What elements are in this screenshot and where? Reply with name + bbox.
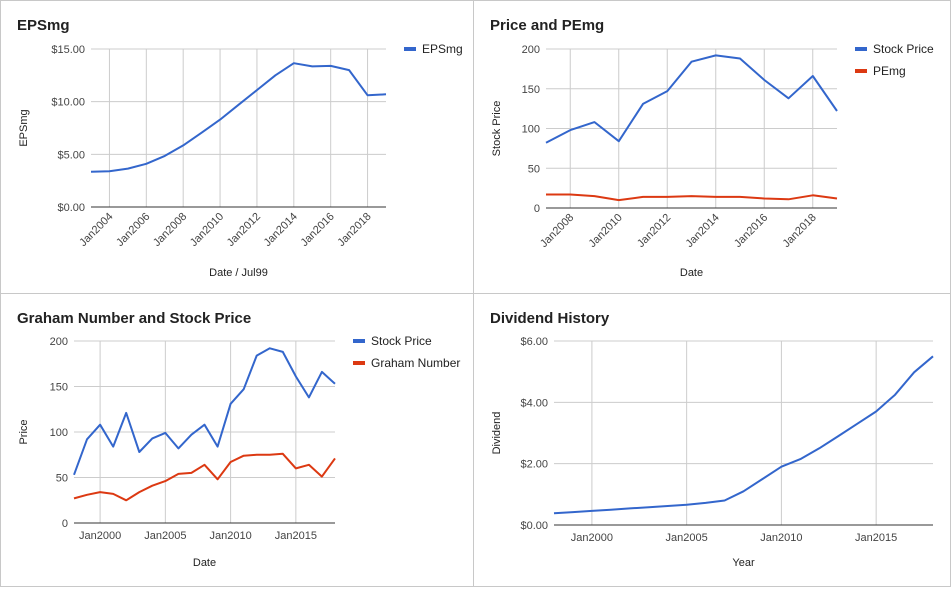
chart-panel-price-pemg: Price and PEmg 0 50 100 150 200 Jan2008 Jan2010… bbox=[473, 0, 951, 294]
chart-2-y-tick-label: 150 bbox=[50, 382, 68, 394]
chart-2-legend-swatch bbox=[353, 361, 365, 365]
chart-2-y-axis-title: Price bbox=[18, 419, 30, 444]
chart-panel-graham-number: Graham Number and Stock Price 0 50 100 150 20… bbox=[0, 293, 474, 587]
chart-3-y-tick-label: $6.00 bbox=[520, 336, 548, 348]
chart-0-series-line-0 bbox=[90, 62, 387, 173]
chart-1-y-tick-label: 0 bbox=[534, 203, 540, 215]
chart-3-y-tick-label: $4.00 bbox=[520, 397, 548, 409]
chart-1-series-line-0 bbox=[545, 54, 838, 144]
chart-3-title: Dividend History bbox=[490, 310, 610, 327]
chart-1-y-tick-label: 50 bbox=[528, 163, 540, 175]
chart-1-x-tick-label: Jan2008 bbox=[538, 212, 576, 250]
chart-2-y-tick-label: 100 bbox=[50, 427, 68, 439]
chart-1-y-axis-title: Stock Price bbox=[491, 101, 503, 157]
chart-3-x-tick-label: Jan2010 bbox=[760, 532, 802, 544]
chart-1-legend-swatch bbox=[855, 69, 867, 73]
chart-2-y-tick-label: 200 bbox=[50, 336, 68, 348]
chart-2-x-tick-label: Jan2010 bbox=[209, 530, 251, 542]
chart-2-y-tick-label: 50 bbox=[56, 473, 68, 485]
chart-0-title: EPSmg bbox=[17, 17, 70, 34]
chart-0-legend-swatch bbox=[404, 47, 416, 51]
chart-3-y-tick-label: $2.00 bbox=[520, 459, 548, 471]
chart-0-y-tick-label: $0.00 bbox=[57, 202, 85, 214]
chart-0-x-axis-title: Date / Jul99 bbox=[209, 267, 268, 279]
chart-0-x-tick-label: Jan2006 bbox=[114, 211, 152, 249]
chart-2-y-tick-label: 0 bbox=[62, 518, 68, 530]
chart-0-y-tick-label: $10.00 bbox=[51, 97, 85, 109]
chart-1-legend-label: PEmg bbox=[873, 64, 906, 78]
chart-1-y-tick-label: 100 bbox=[522, 124, 540, 136]
chart-2-title: Graham Number and Stock Price bbox=[17, 310, 251, 327]
chart-1-x-tick-label: Jan2012 bbox=[635, 212, 673, 250]
chart-0-x-tick-label: Jan2016 bbox=[298, 211, 336, 249]
chart-0-x-tick-label: Jan2008 bbox=[151, 211, 189, 249]
chart-2-x-axis-title: Date bbox=[193, 557, 216, 569]
chart-3-x-axis-title: Year bbox=[732, 557, 755, 569]
chart-1-y-tick-label: 150 bbox=[522, 84, 540, 96]
chart-panel-epsmg: EPSmg $0.00 $5.00 $10.00 $15.00 Jan2004 Jan200… bbox=[0, 0, 474, 294]
chart-1-legend-swatch bbox=[855, 47, 867, 51]
chart-2-x-tick-label: Jan2005 bbox=[144, 530, 186, 542]
chart-2-series-line-1 bbox=[73, 452, 336, 502]
chart-2-legend-label: Graham Number bbox=[371, 356, 460, 370]
chart-dividend-history-svg: Dividend History $0.00 $2.00 $4.00 $6.00 Jan2… bbox=[490, 310, 934, 569]
chart-0-y-axis-title: EPSmg bbox=[18, 109, 30, 146]
chart-price-pemg-svg: Price and PEmg 0 50 100 150 200 Jan2008 Jan2010… bbox=[490, 17, 934, 279]
chart-1-legend-label: Stock Price bbox=[873, 42, 934, 56]
chart-1-x-tick-label: Jan2014 bbox=[684, 212, 722, 250]
chart-1-title: Price and PEmg bbox=[490, 17, 604, 34]
chart-0-x-tick-label: Jan2014 bbox=[262, 211, 300, 249]
chart-2-legend-label: Stock Price bbox=[371, 334, 432, 348]
chart-3-series-line-0 bbox=[553, 355, 934, 515]
chart-3-y-tick-label: $0.00 bbox=[520, 520, 548, 532]
chart-0-x-tick-label: Jan2004 bbox=[77, 211, 115, 249]
chart-panel-dividend-history: Dividend History $0.00 $2.00 $4.00 $6.00 Jan2… bbox=[473, 293, 951, 587]
chart-1-series-line-1 bbox=[546, 193, 838, 202]
chart-0-x-tick-label: Jan2018 bbox=[335, 211, 373, 249]
chart-2-x-tick-label: Jan2000 bbox=[79, 530, 121, 542]
chart-0-x-tick-label: Jan2010 bbox=[188, 211, 226, 249]
chart-1-x-tick-label: Jan2018 bbox=[781, 212, 819, 250]
chart-0-x-tick-label: Jan2012 bbox=[225, 211, 263, 249]
chart-3-x-tick-label: Jan2005 bbox=[666, 532, 708, 544]
chart-1-x-tick-label: Jan2016 bbox=[732, 212, 770, 250]
chart-3-x-tick-label: Jan2015 bbox=[855, 532, 897, 544]
chart-3-y-axis-title: Dividend bbox=[491, 412, 503, 455]
chart-epsmg-svg: EPSmg$0.00$5.00$10.00$15.00Jan2004Jan200… bbox=[17, 17, 463, 279]
chart-1-y-tick-label: 200 bbox=[522, 44, 540, 56]
chart-2-series-line-0 bbox=[73, 347, 336, 476]
chart-2-legend-swatch bbox=[353, 339, 365, 343]
chart-1-x-tick-label: Jan2010 bbox=[587, 212, 625, 250]
chart-1-x-axis-title: Date bbox=[680, 267, 703, 279]
chart-0-y-tick-label: $5.00 bbox=[57, 149, 85, 161]
chart-3-x-tick-label: Jan2000 bbox=[571, 532, 613, 544]
chart-0-y-tick-label: $15.00 bbox=[51, 44, 85, 56]
chart-2-x-tick-label: Jan2015 bbox=[275, 530, 317, 542]
chart-0-legend-label: EPSmg bbox=[422, 42, 463, 56]
chart-graham-number-svg: Graham Number and Stock Price 0 50 100 150 20… bbox=[17, 310, 460, 569]
